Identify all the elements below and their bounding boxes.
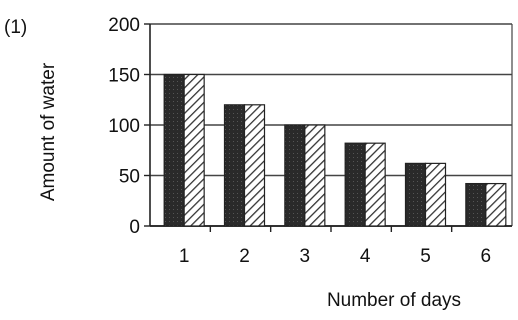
y-axis: 0 50 100 150 200 (108, 15, 150, 238)
x-axis: 1 2 3 4 5 6 (179, 226, 491, 267)
bar-1-series1 (163, 73, 185, 227)
bar-3-series1 (284, 124, 306, 227)
y-tick-label-3: 150 (108, 66, 140, 87)
x-tick-label-6: 6 (481, 246, 492, 267)
x-tick-label-5: 5 (420, 246, 431, 267)
y-tick-label-4: 200 (108, 15, 140, 36)
x-tick-label-4: 4 (360, 246, 371, 267)
y-axis-title: Amount of water (38, 62, 59, 201)
x-tick-label-2: 2 (239, 246, 250, 267)
x-tick-label-3: 3 (300, 246, 311, 267)
y-tick-label-0: 0 (129, 217, 140, 238)
panel-label: (1) (4, 17, 27, 38)
bar-6-series1 (465, 182, 487, 227)
y-tick-label-2: 100 (108, 116, 140, 137)
bars (163, 73, 507, 227)
bar-5-series1 (404, 162, 427, 227)
bar-5-series2 (424, 162, 447, 227)
x-tick-label-1: 1 (179, 246, 190, 267)
bar-3-series2 (304, 124, 326, 227)
bar-4-series1 (344, 142, 366, 227)
bar-6-series2 (485, 182, 507, 227)
bar-1-series2 (183, 73, 205, 227)
x-axis-title: Number of days (327, 290, 461, 311)
bar-4-series2 (364, 142, 386, 227)
bar-2-series2 (243, 104, 266, 227)
bar-2-series1 (223, 104, 246, 227)
y-tick-label-1: 50 (119, 167, 140, 188)
